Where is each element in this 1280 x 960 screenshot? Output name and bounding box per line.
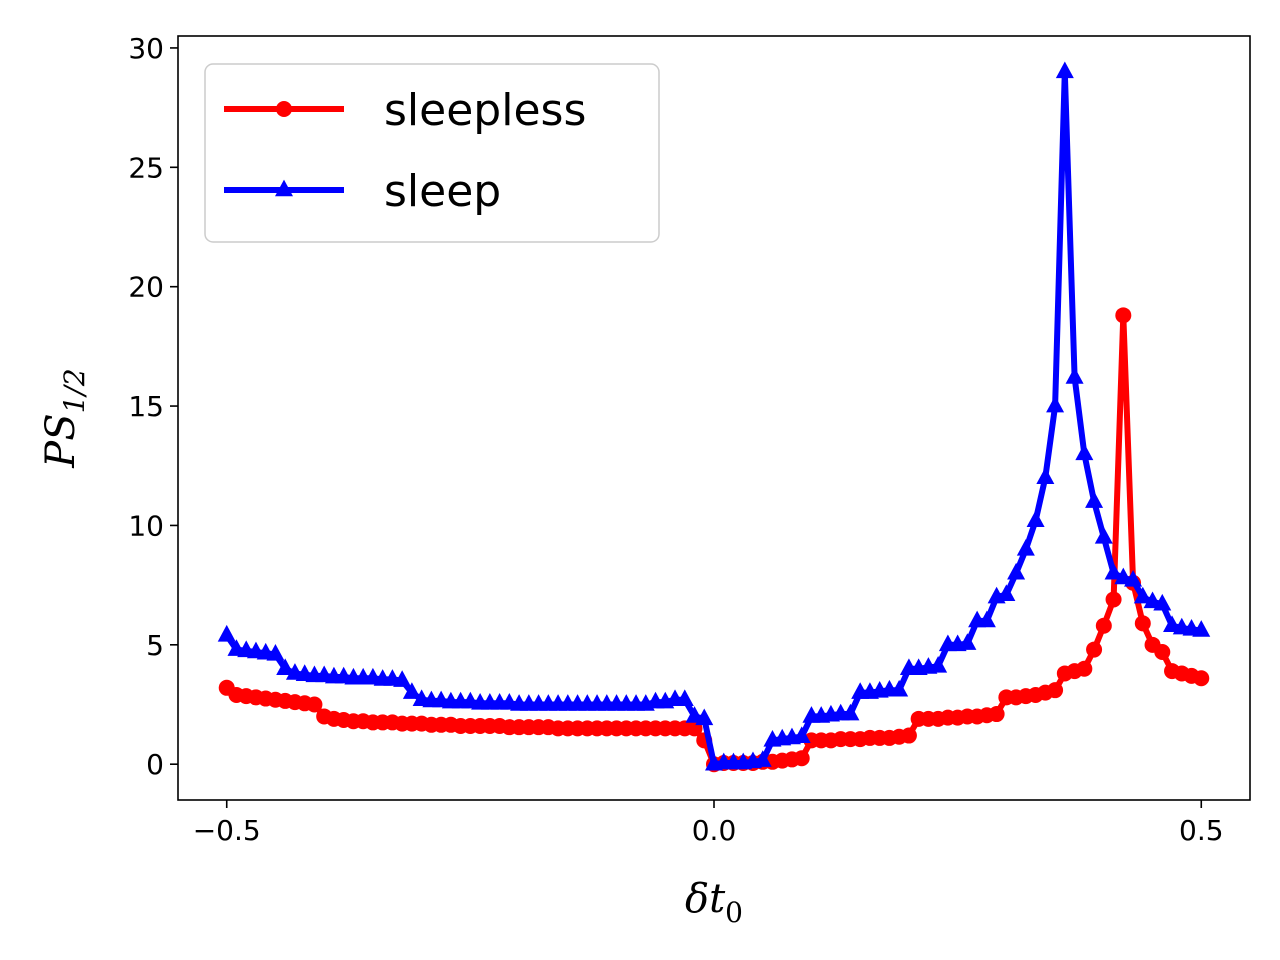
data-point-sleep [1085,491,1104,508]
data-point-sleep [1192,620,1211,637]
y-tick-label: 5 [146,629,164,662]
x-tick-label: −0.5 [193,814,261,847]
data-point-sleep [1055,61,1074,79]
x-axis-label-main: δt [685,876,726,922]
series-layer [217,61,1211,773]
data-point-sleep [675,689,694,707]
data-point-sleep [393,670,412,687]
data-point-sleepless [1193,670,1210,687]
data-point-sleepless [900,727,917,744]
legend-label-sleepless: sleepless [384,85,586,136]
data-point-sleep [1065,367,1084,384]
data-point-sleep [1153,593,1172,611]
y-tick-label: 0 [146,748,164,781]
data-point-sleep [1104,562,1123,580]
data-point-sleep [792,726,811,744]
data-point-sleep [1133,586,1152,604]
y-axis-label-main: PS [38,413,84,468]
data-point-sleepless [306,696,323,713]
data-point-sleep [977,610,996,628]
y-tick-label: 25 [128,151,164,184]
data-point-sleep [1124,570,1143,587]
data-point-sleep [1036,467,1055,484]
y-axis: 0 5 10 15 20 25 30 [128,32,178,781]
x-tick-label: 0.5 [1179,814,1224,847]
data-point-sleepless [988,706,1005,723]
series-sleepless [218,307,1210,773]
data-point-sleepless [1086,641,1103,658]
x-axis: −0.5 0.0 0.5 [193,800,1224,847]
y-axis-label-subscript: 1/2 [58,368,91,413]
data-point-sleep [997,584,1016,601]
data-point-sleep [1046,395,1065,413]
data-point-sleep [753,750,772,767]
data-point-sleep [266,644,285,661]
y-tick-label: 20 [128,271,164,304]
legend-label-sleep: sleep [384,166,501,217]
data-point-sleepless [1047,682,1064,699]
legend: sleepless sleep [204,63,660,243]
x-axis-label-subscript: 0 [725,896,743,929]
data-point-sleep [1075,443,1094,461]
data-point-sleep [890,679,909,697]
data-point-sleep [1016,538,1035,556]
data-point-sleepless [1115,307,1132,324]
data-point-sleepless [1105,591,1122,608]
x-axis-label: δt0 [685,876,743,929]
data-point-sleep [217,624,236,642]
data-point-sleepless [1076,660,1093,677]
data-point-sleep [1094,527,1113,544]
data-point-sleep [1026,510,1045,527]
y-axis-label: PS1/2 [38,368,91,468]
data-point-sleep [1007,562,1026,580]
legend-entry-sleep: sleep [224,166,501,217]
data-point-sleep [841,703,860,721]
series-sleep [217,61,1211,771]
y-tick-label: 30 [128,32,164,65]
y-tick-label: 15 [128,390,164,423]
data-point-sleep [695,708,714,726]
data-point-sleep [276,658,295,675]
y-tick-label: 10 [128,509,164,542]
data-point-sleep [402,682,421,699]
data-point-sleepless [1134,615,1151,632]
data-point-sleep [929,655,948,673]
data-point-sleepless [1095,617,1112,634]
x-tick-label: 0.0 [692,814,737,847]
data-point-sleepless [793,750,810,767]
data-point-sleep [958,633,977,650]
legend-marker-sleepless [276,101,292,117]
legend-marker-sleep [275,179,293,197]
data-point-sleepless [1154,643,1171,660]
legend-entry-sleepless: sleepless [224,85,586,136]
